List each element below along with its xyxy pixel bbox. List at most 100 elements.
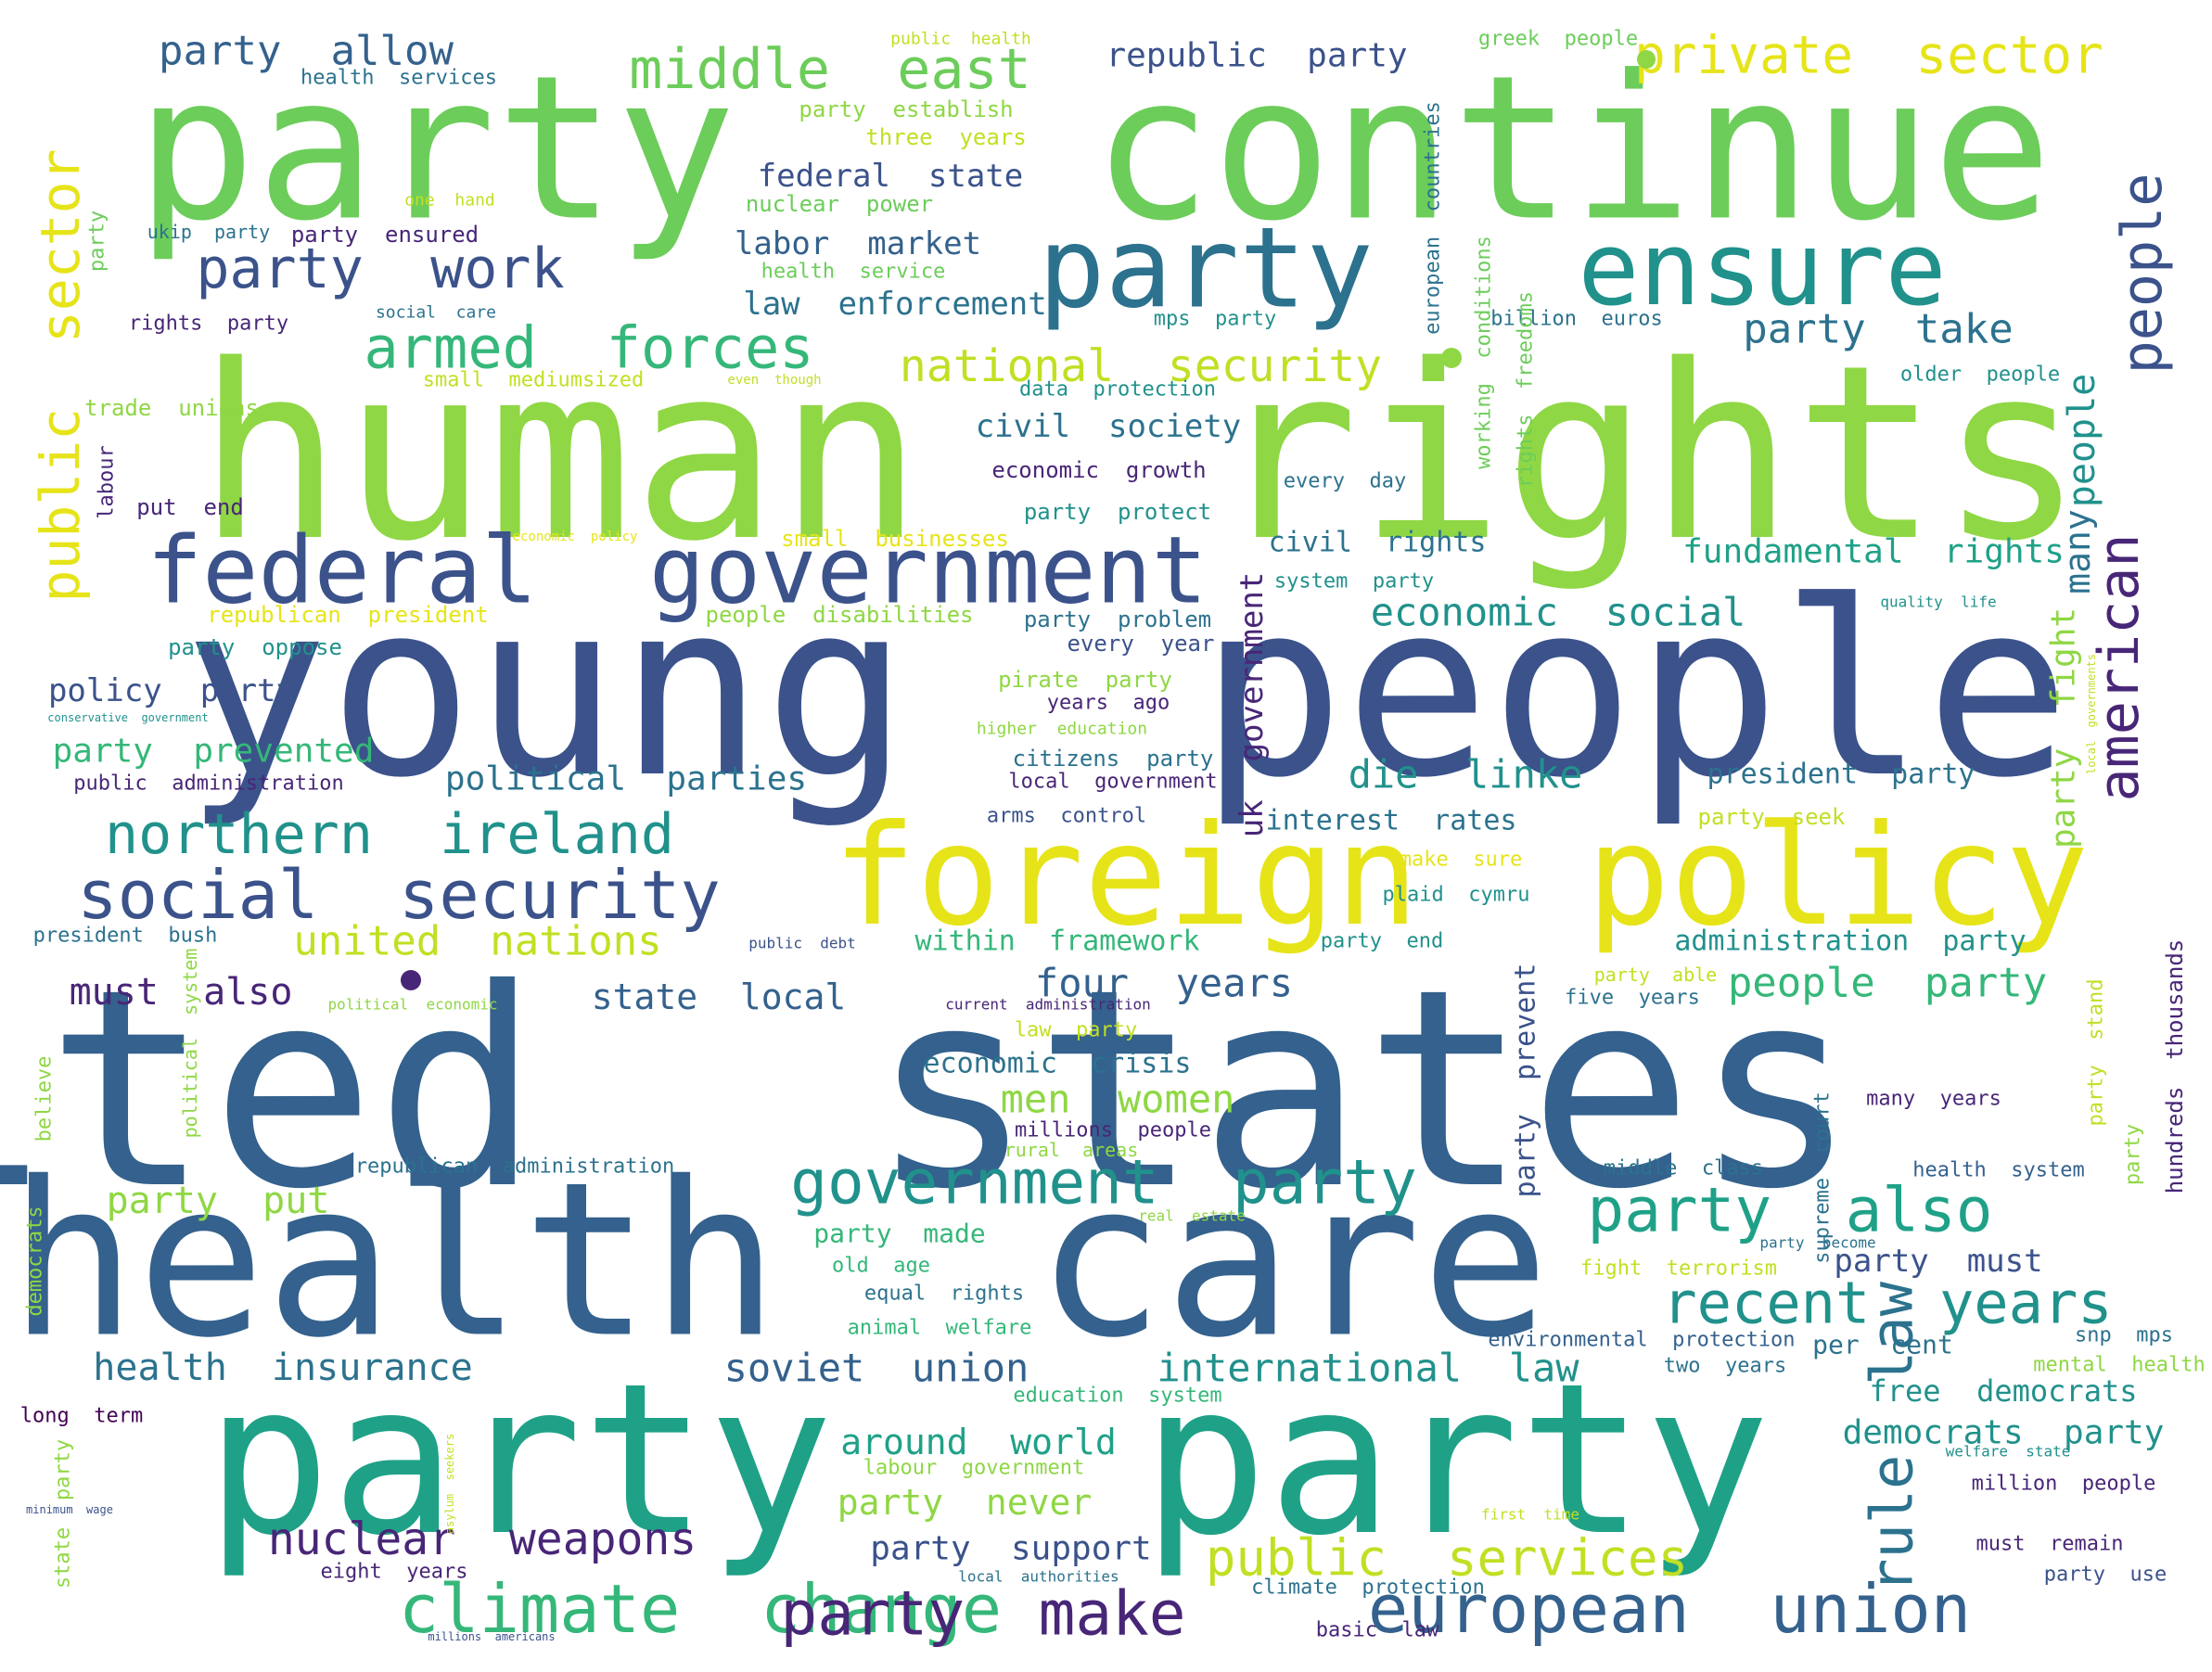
word: civil rights (1269, 527, 1487, 559)
word: economic growth (991, 457, 1206, 483)
word: minimum wage (26, 1503, 113, 1516)
word: plaid cymru (1383, 884, 1530, 907)
word: million people (1972, 1473, 2156, 1496)
word: party establish (799, 96, 1013, 122)
word: two years (1664, 1355, 1786, 1378)
word: american (2087, 534, 2152, 802)
word: northern ireland (105, 802, 674, 867)
word: government party (790, 1147, 1417, 1219)
word: international law (1157, 1346, 1579, 1391)
word: conservative government (47, 711, 208, 724)
word: middle class (1604, 1157, 1763, 1181)
word: rural areas (1004, 1139, 1139, 1161)
word: party (2122, 1124, 2145, 1185)
word: within framework (914, 925, 1199, 958)
word: labor market (735, 225, 981, 262)
word: party support (870, 1530, 1151, 1568)
word: european union (1368, 1570, 1971, 1648)
word: democrats (24, 1206, 47, 1316)
word: rights freedoms (1515, 291, 1538, 488)
word: private sector (1634, 26, 2103, 86)
word: public debt (748, 935, 856, 952)
word: education system (1013, 1385, 1221, 1408)
word: state local (592, 976, 847, 1017)
word: labour (96, 445, 119, 518)
word: party use (2044, 1564, 2167, 1587)
word: nuclear weapons (268, 1513, 697, 1565)
word: human rights (198, 314, 2085, 594)
word: law enforcement (743, 286, 1047, 323)
word: system party (1274, 570, 1434, 593)
word: local government (1008, 771, 1217, 794)
word: health care (8, 1138, 1550, 1385)
word: party allow (159, 28, 454, 75)
word: republican president (207, 602, 488, 628)
dot (1441, 348, 1462, 368)
dot (1637, 50, 1656, 69)
word: armed forces (364, 314, 813, 382)
word: arms control (987, 805, 1146, 828)
word: hundreds thousands (2162, 939, 2188, 1194)
word: party (86, 211, 109, 272)
word: public services (1206, 1529, 1688, 1588)
word: united states (0, 930, 1858, 1249)
word: people (2061, 374, 2103, 508)
word: greek people (1478, 28, 1638, 51)
word: climate protection (1251, 1576, 1485, 1600)
word: make sure (1400, 849, 1522, 872)
word: welfare state (1946, 1443, 2071, 1461)
word: many years (1866, 1088, 2001, 1111)
word: must also (70, 971, 293, 1014)
word: rights party (129, 313, 288, 336)
word: uk government (1234, 572, 1271, 838)
word: policy party (48, 672, 295, 709)
word: public health (890, 30, 1031, 49)
word: small mediumsized (423, 369, 644, 392)
word: democrats party (1843, 1414, 2165, 1452)
word: party stand (2085, 979, 2108, 1127)
word: party work (196, 236, 564, 301)
word: party made (813, 1219, 985, 1249)
word: put end (136, 494, 244, 520)
word: ukip party (147, 221, 270, 243)
word: law party (1015, 1019, 1137, 1042)
word: millions people (1015, 1119, 1211, 1142)
word: party protect (1024, 499, 1211, 525)
word: state (52, 1527, 75, 1589)
word: social care (376, 303, 496, 323)
word: pirate party (998, 667, 1172, 693)
word: party take (1743, 306, 2013, 353)
word: party prevent (1510, 964, 1542, 1198)
word: party (205, 1339, 833, 1582)
word: fight terrorism (1580, 1257, 1777, 1281)
word: republic party (1106, 37, 1407, 75)
word: old age (832, 1255, 930, 1278)
word: trade unions (84, 395, 259, 421)
word: eight years (321, 1561, 468, 1584)
word: health insurance (93, 1347, 472, 1389)
word: party end (1321, 930, 1443, 953)
word: party fight (2045, 607, 2083, 849)
word: climate change (399, 1570, 1002, 1648)
word: national security (900, 340, 1382, 392)
word: basic law (1316, 1619, 1439, 1642)
word: health system (1912, 1159, 2084, 1182)
word: animal welfare (848, 1317, 1032, 1340)
word: four years (1035, 961, 1293, 1006)
word: believe (33, 1056, 57, 1142)
word: party (52, 1439, 75, 1500)
word: nuclear power (746, 191, 933, 217)
word: every year (1068, 631, 1215, 657)
word: party also (1587, 1175, 1992, 1246)
word: party seek (1698, 804, 1846, 830)
word: mental health (2033, 1354, 2205, 1377)
word: united nations (293, 918, 661, 965)
word: political system (179, 949, 201, 1139)
word: five years (1565, 987, 1700, 1010)
word: real estate (1138, 1207, 1246, 1225)
word: billion euros (1490, 308, 1662, 331)
word: party able (1594, 964, 1717, 986)
word: environmental protection (1488, 1329, 1795, 1352)
